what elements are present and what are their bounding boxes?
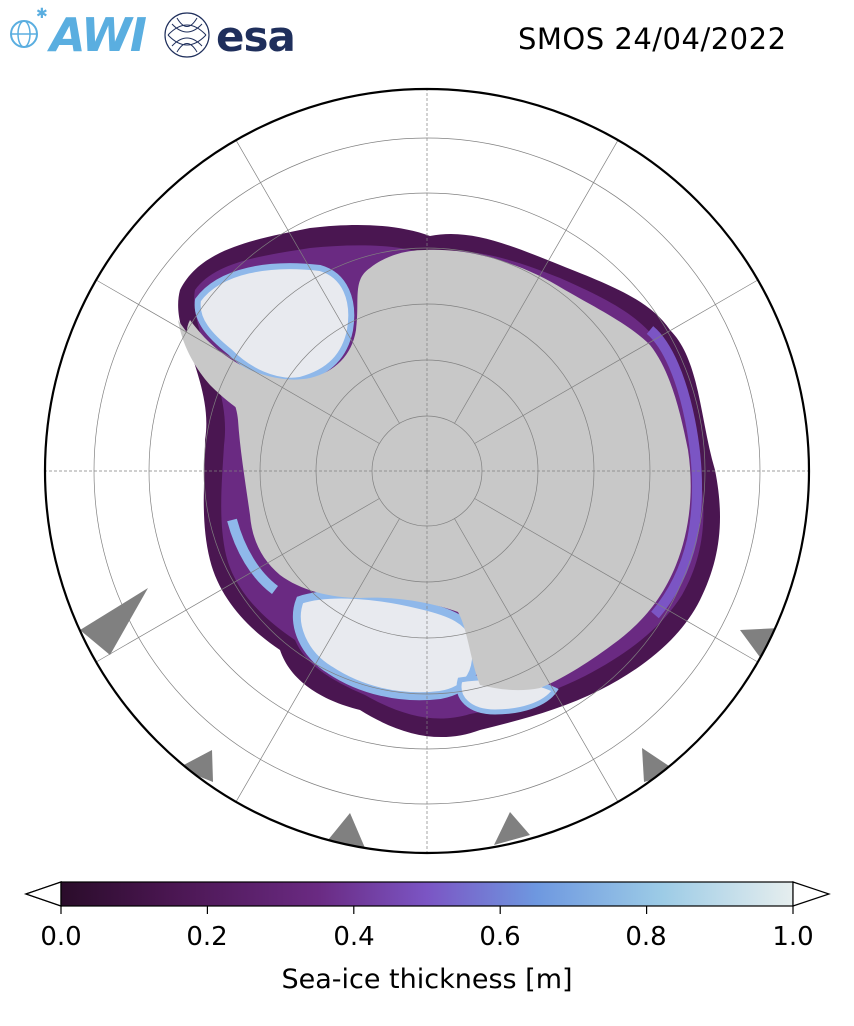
east-ice-strip <box>646 326 703 619</box>
colorbar-extend-max <box>792 881 831 907</box>
colorbar-tick-label: 0.6 <box>479 922 521 952</box>
meridian-line <box>96 279 380 444</box>
awi-logo-text: AWI <box>50 8 147 62</box>
mask-patch-1 <box>80 588 148 655</box>
colorbar-tick-label: 0.4 <box>333 922 375 952</box>
mask-patch-3 <box>178 750 213 782</box>
esa-globe-icon <box>164 12 210 58</box>
mask-patch-6 <box>494 812 530 845</box>
colorbar-label: Sea-ice thickness [m] <box>281 964 573 995</box>
colorbar <box>24 881 831 914</box>
meridian-line <box>454 140 619 424</box>
antarctic-peninsula <box>178 320 240 410</box>
meridian-line <box>96 498 380 663</box>
colorbar-extend-min-fill <box>24 881 62 907</box>
meridian-line <box>454 518 619 802</box>
west-ice-strip <box>227 518 279 594</box>
meridian-line <box>235 518 400 802</box>
colorbar-tick-marks <box>60 906 794 914</box>
svg-text:✱: ✱ <box>36 6 48 22</box>
awi-globe-icon: ✱ <box>10 6 48 48</box>
meridian-line <box>235 140 400 424</box>
colorbar-tick-label: 1.0 <box>772 922 814 952</box>
weddell-ice <box>194 263 355 384</box>
colorbar-tick-label: 0.2 <box>186 922 228 952</box>
colorbar-tick-label: 0.0 <box>40 922 82 952</box>
meridians <box>45 89 809 853</box>
meridian-line <box>474 279 758 444</box>
mask-patch-2 <box>740 628 780 660</box>
mask-patch-5 <box>328 813 365 848</box>
map-title: SMOS 24/04/2022 <box>518 22 787 56</box>
esa-logo-text: esa <box>216 12 296 61</box>
colorbar-gradient <box>60 881 794 907</box>
logo-bar: ✱ AWI esa <box>8 6 308 62</box>
colorbar-tick-label: 0.8 <box>625 922 667 952</box>
map-boundary <box>43 87 811 855</box>
antarctica-land <box>186 249 691 691</box>
meridian-line <box>474 498 758 663</box>
